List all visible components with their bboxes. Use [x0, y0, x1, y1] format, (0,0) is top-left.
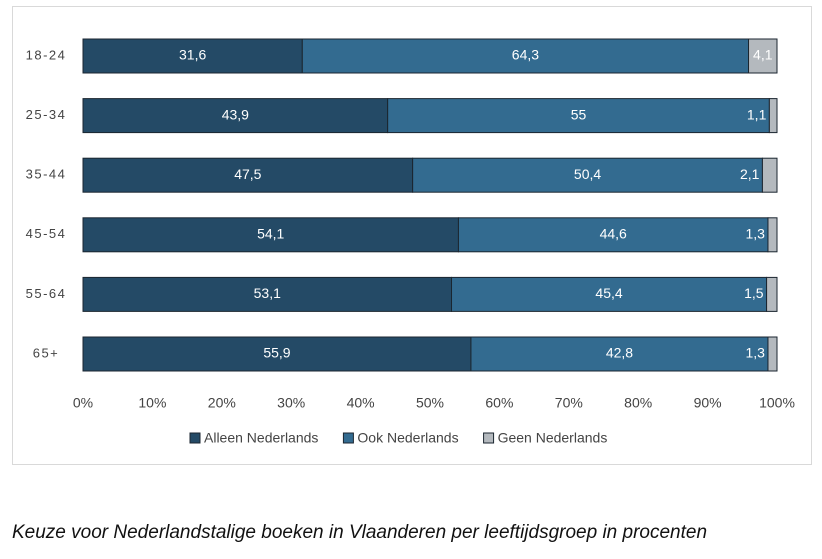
- bar-segment: [412, 157, 763, 193]
- value-label: 44,6: [600, 226, 627, 242]
- value-label: 55,9: [263, 345, 290, 361]
- value-label: 64,3: [512, 47, 539, 63]
- bar-segment: [82, 217, 459, 253]
- bar-segment: [748, 38, 778, 74]
- value-label: 2,1: [740, 166, 760, 182]
- bar-segment: [451, 276, 768, 312]
- legend-label: Alleen Nederlands: [204, 430, 318, 446]
- bar-segment: [82, 98, 389, 134]
- x-tick-label: 90%: [694, 395, 722, 411]
- x-tick-label: 60%: [485, 395, 513, 411]
- x-tick-label: 80%: [624, 395, 652, 411]
- value-label: 4,1: [753, 47, 773, 63]
- y-tick-label: 35-44: [26, 167, 67, 182]
- bar-segment: [457, 217, 769, 253]
- bar-segment: [301, 38, 750, 74]
- y-tick-label: 45-54: [26, 226, 67, 241]
- x-tick-label: 100%: [759, 395, 795, 411]
- value-label: 55: [571, 106, 587, 122]
- legend-swatch: [342, 432, 354, 444]
- value-label: 50,4: [574, 166, 601, 182]
- x-tick-label: 30%: [277, 395, 305, 411]
- value-label: 1,3: [746, 345, 766, 361]
- value-label: 53,1: [254, 285, 281, 301]
- y-tick-label: 65+: [33, 345, 60, 360]
- value-label: 42,8: [606, 345, 633, 361]
- value-label: 31,6: [179, 47, 206, 63]
- bar-segment: [768, 98, 778, 134]
- y-tick-label: 18-24: [26, 47, 67, 62]
- bar-segment: [761, 157, 778, 193]
- x-tick-label: 70%: [555, 395, 583, 411]
- value-label: 1,5: [744, 285, 764, 301]
- y-tick-label: 25-34: [26, 107, 67, 122]
- bar-segment: [387, 98, 770, 134]
- x-tick-label: 40%: [347, 395, 375, 411]
- bar-segment: [82, 336, 472, 372]
- bar-segment: [82, 157, 414, 193]
- bar-segment: [766, 276, 778, 312]
- value-label: 1,1: [747, 106, 767, 122]
- value-label: 54,1: [257, 226, 284, 242]
- x-tick-label: 50%: [416, 395, 444, 411]
- x-tick-label: 10%: [138, 395, 166, 411]
- legend-swatch: [189, 432, 201, 444]
- value-label: 1,3: [746, 226, 766, 242]
- legend-swatch: [483, 432, 495, 444]
- bar-segment: [470, 336, 769, 372]
- y-tick-label: 55-64: [26, 286, 67, 301]
- value-label: 45,4: [595, 285, 622, 301]
- legend-label: Ook Nederlands: [357, 430, 458, 446]
- value-label: 43,9: [222, 106, 249, 122]
- x-tick-label: 20%: [208, 395, 236, 411]
- legend-label: Geen Nederlands: [498, 430, 608, 446]
- chart-caption: Keuze voor Nederlandstalige boeken in Vl…: [12, 522, 707, 543]
- value-label: 47,5: [234, 166, 261, 182]
- bar-segment: [82, 38, 303, 74]
- bar-segment: [767, 336, 778, 372]
- x-tick-label: 0%: [73, 395, 93, 411]
- bar-segment: [767, 217, 778, 253]
